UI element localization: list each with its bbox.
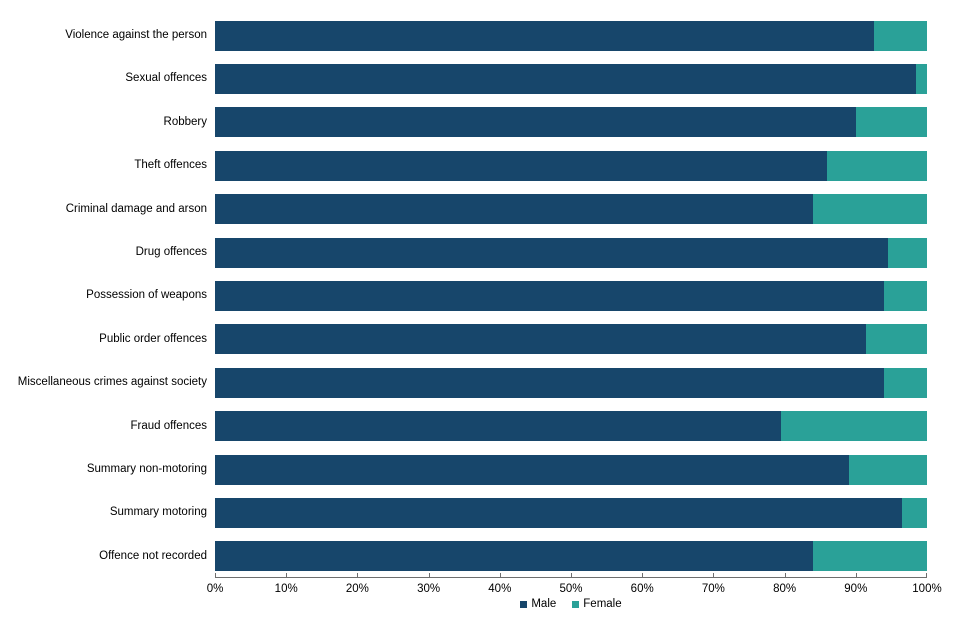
x-axis-tick bbox=[642, 573, 644, 577]
x-axis-tick bbox=[357, 573, 359, 577]
x-axis-tick bbox=[784, 573, 786, 577]
x-axis-tick bbox=[286, 573, 288, 577]
bar-segment-male bbox=[215, 237, 888, 268]
bar-segment-male bbox=[215, 150, 828, 181]
bar-segment-male bbox=[215, 20, 874, 51]
bar-segment-male bbox=[215, 281, 885, 312]
bar-segment-male bbox=[215, 194, 814, 225]
bar-segment-female bbox=[884, 281, 927, 312]
category-label: Possession of weapons bbox=[86, 289, 207, 302]
bar-segment-male bbox=[215, 411, 782, 442]
x-axis-tick-label: 30% bbox=[417, 583, 441, 595]
x-axis-tick-label: 60% bbox=[630, 583, 654, 595]
bar-track bbox=[215, 367, 927, 398]
category-label: Summary non-motoring bbox=[86, 462, 207, 475]
bar-track bbox=[215, 541, 927, 572]
legend-item-female: Female bbox=[572, 598, 622, 610]
chart-row: Summary motoring bbox=[0, 491, 927, 534]
x-axis-tick-label: 20% bbox=[345, 583, 369, 595]
category-label: Public order offences bbox=[99, 332, 207, 345]
bar-segment-male bbox=[215, 64, 917, 95]
category-label: Criminal damage and arson bbox=[65, 202, 207, 215]
x-axis-tick-label: 100% bbox=[912, 583, 942, 595]
bar-segment-female bbox=[902, 497, 927, 528]
bar-track bbox=[215, 411, 927, 442]
bar-segment-female bbox=[916, 64, 927, 95]
bar-track bbox=[215, 64, 927, 95]
x-axis-tick bbox=[855, 573, 857, 577]
chart-row: Criminal damage and arson bbox=[0, 188, 927, 231]
x-axis-tick-label: 40% bbox=[488, 583, 512, 595]
x-axis-tick bbox=[428, 573, 430, 577]
bar-track bbox=[215, 454, 927, 485]
bar-segment-female bbox=[887, 237, 927, 268]
category-label: Sexual offences bbox=[125, 72, 207, 85]
bar-track bbox=[215, 150, 927, 181]
bar-track bbox=[215, 281, 927, 312]
x-axis-tick-label: 0% bbox=[206, 583, 224, 595]
bar-segment-male bbox=[215, 107, 856, 138]
bar-segment-female bbox=[848, 454, 927, 485]
bar-segment-male bbox=[215, 324, 867, 355]
legend-item-male: Male bbox=[520, 598, 556, 610]
bar-track bbox=[215, 237, 927, 268]
bar-track bbox=[215, 194, 927, 225]
chart-row: Miscellaneous crimes against society bbox=[0, 361, 927, 404]
chart-row: Public order offences bbox=[0, 318, 927, 361]
bar-segment-male bbox=[215, 367, 885, 398]
bar-track bbox=[215, 497, 927, 528]
legend-label: Male bbox=[531, 598, 557, 610]
x-axis-tick-label: 50% bbox=[559, 583, 583, 595]
chart-row: Summary non-motoring bbox=[0, 448, 927, 491]
chart-row: Robbery bbox=[0, 101, 927, 144]
legend-swatch-icon bbox=[520, 600, 528, 608]
x-axis-line bbox=[215, 577, 927, 578]
legend-label: Female bbox=[583, 598, 622, 610]
bar-track bbox=[215, 20, 927, 51]
chart-row: Sexual offences bbox=[0, 57, 927, 100]
x-axis-tick bbox=[215, 573, 216, 577]
bar-segment-female bbox=[884, 367, 927, 398]
category-label: Offence not recorded bbox=[99, 549, 207, 562]
chart-row: Fraud offences bbox=[0, 405, 927, 448]
chart-row: Violence against the person bbox=[0, 14, 927, 57]
x-axis-tick bbox=[499, 573, 501, 577]
x-axis-tick-label: 10% bbox=[274, 583, 298, 595]
bar-segment-male bbox=[215, 541, 814, 572]
bar-segment-female bbox=[827, 150, 927, 181]
category-label: Drug offences bbox=[135, 246, 207, 259]
bar-segment-female bbox=[813, 194, 927, 225]
chart-rows: Violence against the person Sexual offenc… bbox=[0, 14, 927, 578]
bar-segment-male bbox=[215, 454, 849, 485]
bar-segment-female bbox=[781, 411, 927, 442]
chart-row: Offence not recorded bbox=[0, 535, 927, 578]
category-label: Violence against the person bbox=[65, 29, 207, 42]
x-axis-tick-label: 90% bbox=[844, 583, 868, 595]
legend: Male Female bbox=[215, 598, 927, 610]
legend-swatch-icon bbox=[572, 600, 580, 608]
bar-segment-female bbox=[855, 107, 927, 138]
chart-row: Drug offences bbox=[0, 231, 927, 274]
category-label: Summary motoring bbox=[109, 506, 207, 519]
category-label: Theft offences bbox=[134, 159, 207, 172]
bar-segment-female bbox=[873, 20, 927, 51]
category-label: Robbery bbox=[163, 115, 207, 128]
bar-segment-female bbox=[813, 541, 927, 572]
category-label: Miscellaneous crimes against society bbox=[17, 376, 207, 389]
x-axis-tick bbox=[713, 573, 715, 577]
bar-segment-female bbox=[866, 324, 927, 355]
category-label: Fraud offences bbox=[130, 419, 207, 432]
x-axis: 0% 10% 20% 30% 40% 50% 60% 70% 80% 90% 100% bbox=[207, 573, 942, 603]
bar-segment-male bbox=[215, 497, 903, 528]
x-axis-tick bbox=[571, 573, 572, 577]
x-axis-tick bbox=[926, 573, 927, 577]
bar-track bbox=[215, 324, 927, 355]
x-axis-tick-label: 70% bbox=[701, 583, 725, 595]
chart-row: Possession of weapons bbox=[0, 274, 927, 317]
chart-row: Theft offences bbox=[0, 144, 927, 187]
x-axis-tick-label: 80% bbox=[773, 583, 797, 595]
bar-track bbox=[215, 107, 927, 138]
